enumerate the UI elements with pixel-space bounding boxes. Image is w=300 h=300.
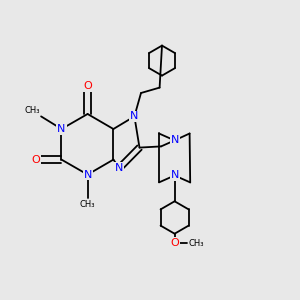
Text: N: N [83, 169, 92, 180]
Text: N: N [57, 124, 66, 134]
Text: O: O [31, 154, 40, 165]
Text: CH₃: CH₃ [24, 106, 40, 115]
Text: N: N [170, 135, 179, 146]
Text: N: N [130, 111, 139, 122]
Text: CH₃: CH₃ [80, 200, 95, 209]
Text: N: N [170, 170, 179, 181]
Text: O: O [170, 238, 179, 248]
Text: CH₃: CH₃ [188, 239, 204, 248]
Text: N: N [115, 163, 124, 173]
Text: O: O [83, 81, 92, 92]
